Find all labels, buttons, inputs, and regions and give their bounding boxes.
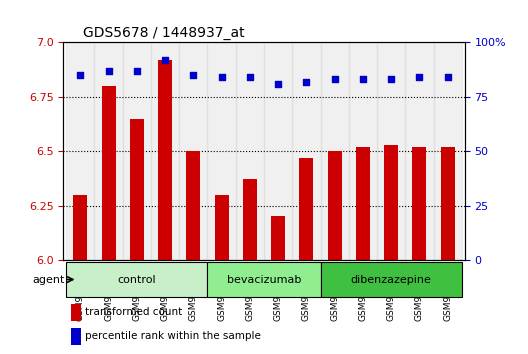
Point bbox=[133, 68, 141, 74]
Point bbox=[189, 72, 197, 78]
Bar bbox=[73, 195, 87, 260]
Point bbox=[274, 81, 282, 87]
Bar bbox=[95, 42, 122, 260]
Bar bbox=[327, 151, 342, 260]
Point bbox=[387, 76, 395, 82]
Bar bbox=[243, 179, 257, 260]
Bar bbox=[151, 42, 179, 260]
Bar bbox=[95, 42, 122, 260]
Bar bbox=[320, 42, 349, 260]
Text: control: control bbox=[118, 274, 156, 285]
Bar bbox=[264, 42, 293, 260]
Bar bbox=[179, 42, 208, 260]
Bar bbox=[122, 42, 151, 260]
Point bbox=[302, 79, 310, 85]
Bar bbox=[214, 195, 229, 260]
Bar bbox=[235, 42, 264, 260]
Bar bbox=[130, 119, 144, 260]
Bar bbox=[406, 42, 433, 260]
Bar bbox=[66, 42, 95, 260]
Point bbox=[246, 74, 254, 80]
Bar bbox=[66, 42, 95, 260]
Bar bbox=[186, 151, 201, 260]
Point bbox=[444, 74, 452, 80]
Bar bbox=[293, 42, 320, 260]
Bar bbox=[71, 304, 81, 321]
Point bbox=[331, 76, 339, 82]
Text: bevacizumab: bevacizumab bbox=[227, 274, 301, 285]
Bar bbox=[320, 42, 349, 260]
Bar bbox=[412, 147, 427, 260]
FancyBboxPatch shape bbox=[208, 262, 320, 297]
Bar bbox=[377, 42, 406, 260]
Bar bbox=[264, 42, 293, 260]
Text: GDS5678 / 1448937_at: GDS5678 / 1448937_at bbox=[83, 26, 245, 40]
Bar bbox=[406, 42, 433, 260]
Text: dibenzazepine: dibenzazepine bbox=[351, 274, 431, 285]
Bar bbox=[384, 145, 398, 260]
Point bbox=[415, 74, 423, 80]
Bar bbox=[179, 42, 208, 260]
Bar bbox=[208, 42, 235, 260]
Bar bbox=[349, 42, 377, 260]
Bar bbox=[349, 42, 377, 260]
Bar bbox=[377, 42, 406, 260]
FancyBboxPatch shape bbox=[66, 262, 208, 297]
Bar bbox=[293, 42, 320, 260]
Bar bbox=[433, 42, 462, 260]
Bar bbox=[151, 42, 179, 260]
Bar bbox=[299, 158, 314, 260]
Text: agent: agent bbox=[32, 274, 65, 285]
Bar bbox=[208, 42, 235, 260]
Point bbox=[359, 76, 367, 82]
Text: transformed count: transformed count bbox=[86, 308, 183, 318]
Bar bbox=[71, 328, 81, 344]
Bar bbox=[235, 42, 264, 260]
Bar bbox=[158, 60, 172, 260]
FancyBboxPatch shape bbox=[320, 262, 462, 297]
Text: percentile rank within the sample: percentile rank within the sample bbox=[86, 331, 261, 341]
Bar bbox=[122, 42, 151, 260]
Bar bbox=[271, 216, 285, 260]
Point bbox=[161, 57, 169, 63]
Point bbox=[218, 74, 226, 80]
Point bbox=[76, 72, 84, 78]
Bar bbox=[101, 86, 116, 260]
Bar bbox=[356, 147, 370, 260]
Bar bbox=[441, 147, 455, 260]
Point bbox=[105, 68, 113, 74]
Bar bbox=[433, 42, 462, 260]
